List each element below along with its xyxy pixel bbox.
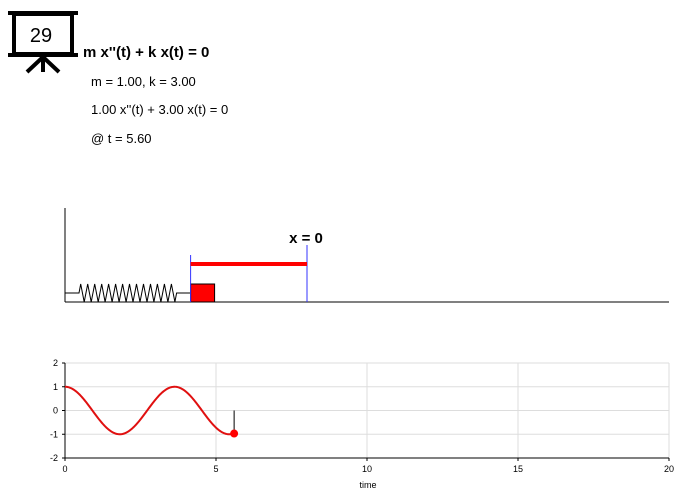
x-tick-label: 5 bbox=[213, 464, 218, 474]
plot-axes bbox=[62, 362, 670, 461]
x-tick-label: 20 bbox=[664, 464, 674, 474]
spring-mass-diagram: x = 0 bbox=[64, 208, 669, 303]
general-equation: m x''(t) + k x(t) = 0 bbox=[83, 44, 209, 61]
plot-grid bbox=[64, 362, 670, 459]
y-tick-label: -1 bbox=[50, 429, 58, 439]
specific-equation: 1.00 x''(t) + 3.00 x(t) = 0 bbox=[91, 102, 228, 117]
position-curve bbox=[64, 385, 235, 436]
y-tick-label: 0 bbox=[53, 406, 58, 416]
equilibrium-label: x = 0 bbox=[289, 230, 323, 247]
x-tick-label: 15 bbox=[513, 464, 523, 474]
x-axis-label: time bbox=[359, 480, 376, 490]
spring bbox=[65, 283, 191, 303]
x-tick-label: 10 bbox=[362, 464, 372, 474]
slide-number: 29 bbox=[30, 25, 52, 47]
y-tick-label: -2 bbox=[50, 453, 58, 463]
x-tick-label: 0 bbox=[62, 464, 67, 474]
y-tick-label: 2 bbox=[53, 358, 58, 368]
time-readout: @ t = 5.60 bbox=[91, 131, 152, 146]
mass-block bbox=[190, 283, 216, 303]
parameter-values: m = 1.00, k = 3.00 bbox=[91, 74, 196, 89]
y-tick-label: 1 bbox=[53, 382, 58, 392]
presentation-board-icon: 29 bbox=[8, 11, 78, 74]
current-position-point bbox=[230, 429, 239, 438]
